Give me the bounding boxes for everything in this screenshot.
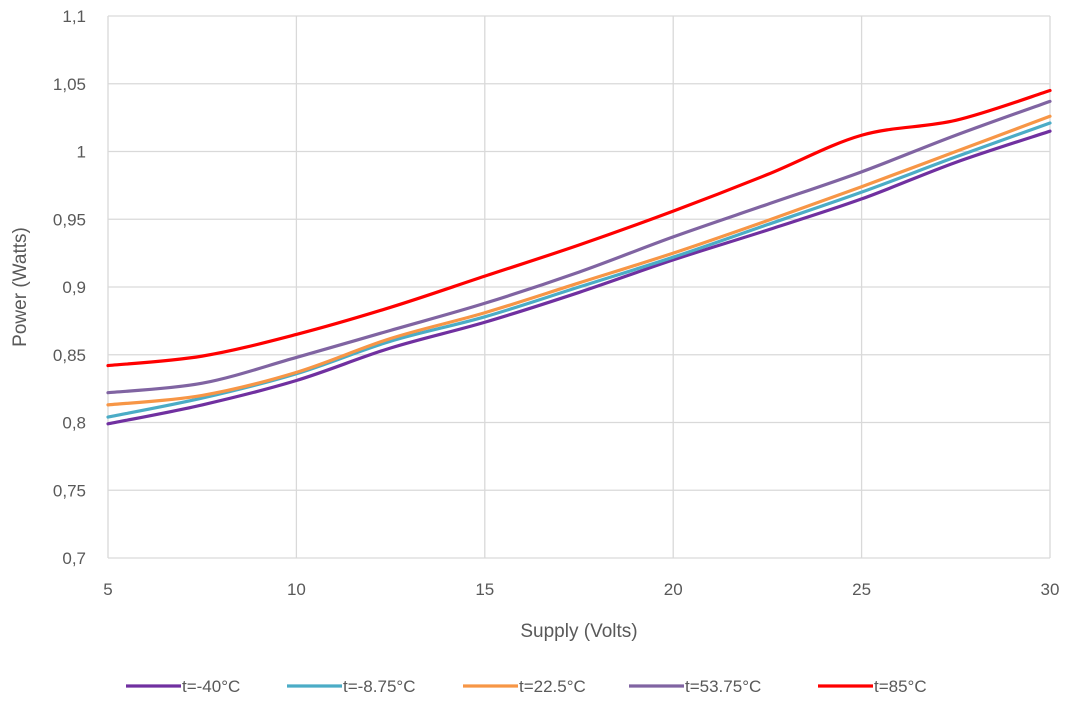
- x-tick-label: 30: [1041, 580, 1060, 599]
- x-tick-label: 10: [287, 580, 306, 599]
- y-tick-label: 1,05: [53, 75, 86, 94]
- legend: t=-40°C t=-8.75°C t=22.5°C t=53.75°C t=85°C: [126, 677, 927, 696]
- legend-item: t=22.5°C: [463, 677, 586, 696]
- series-line-4: [106, 99, 1052, 395]
- y-tick-label: 0,7: [62, 549, 86, 568]
- y-tick-label: 0,9: [62, 278, 86, 297]
- tick-labels: 0,7 0,75 0,8 0,85 0,9 0,95 1 1,05 1,1 5 10 15 20 25 30: [53, 7, 1060, 599]
- y-tick-label: 0,75: [53, 481, 86, 500]
- x-tick-label: 5: [103, 580, 112, 599]
- y-tick-label: 0,85: [53, 346, 86, 365]
- legend-item: t=-40°C: [126, 677, 240, 696]
- y-axis-title: Power (Watts): [10, 227, 31, 347]
- legend-label: t=85°C: [874, 677, 927, 696]
- y-tick-label: 1: [77, 143, 86, 162]
- legend-label: t=-8.75°C: [343, 677, 415, 696]
- legend-label: t=-40°C: [182, 677, 240, 696]
- legend-item: t=-8.75°C: [287, 677, 415, 696]
- legend-label: t=22.5°C: [519, 677, 586, 696]
- legend-label: t=53.75°C: [685, 677, 761, 696]
- x-axis-title: Supply (Volts): [520, 621, 637, 642]
- legend-item: t=85°C: [818, 677, 927, 696]
- series-line-5: [106, 88, 1052, 368]
- series-line-1: [106, 129, 1052, 426]
- series-lines: [106, 88, 1052, 426]
- x-tick-label: 20: [664, 580, 683, 599]
- series-line-3: [106, 114, 1052, 407]
- y-tick-label: 0,8: [62, 414, 86, 433]
- y-tick-label: 1,1: [62, 7, 86, 26]
- x-tick-label: 25: [852, 580, 871, 599]
- x-tick-label: 15: [475, 580, 494, 599]
- legend-item: t=53.75°C: [629, 677, 761, 696]
- y-tick-label: 0,95: [53, 210, 86, 229]
